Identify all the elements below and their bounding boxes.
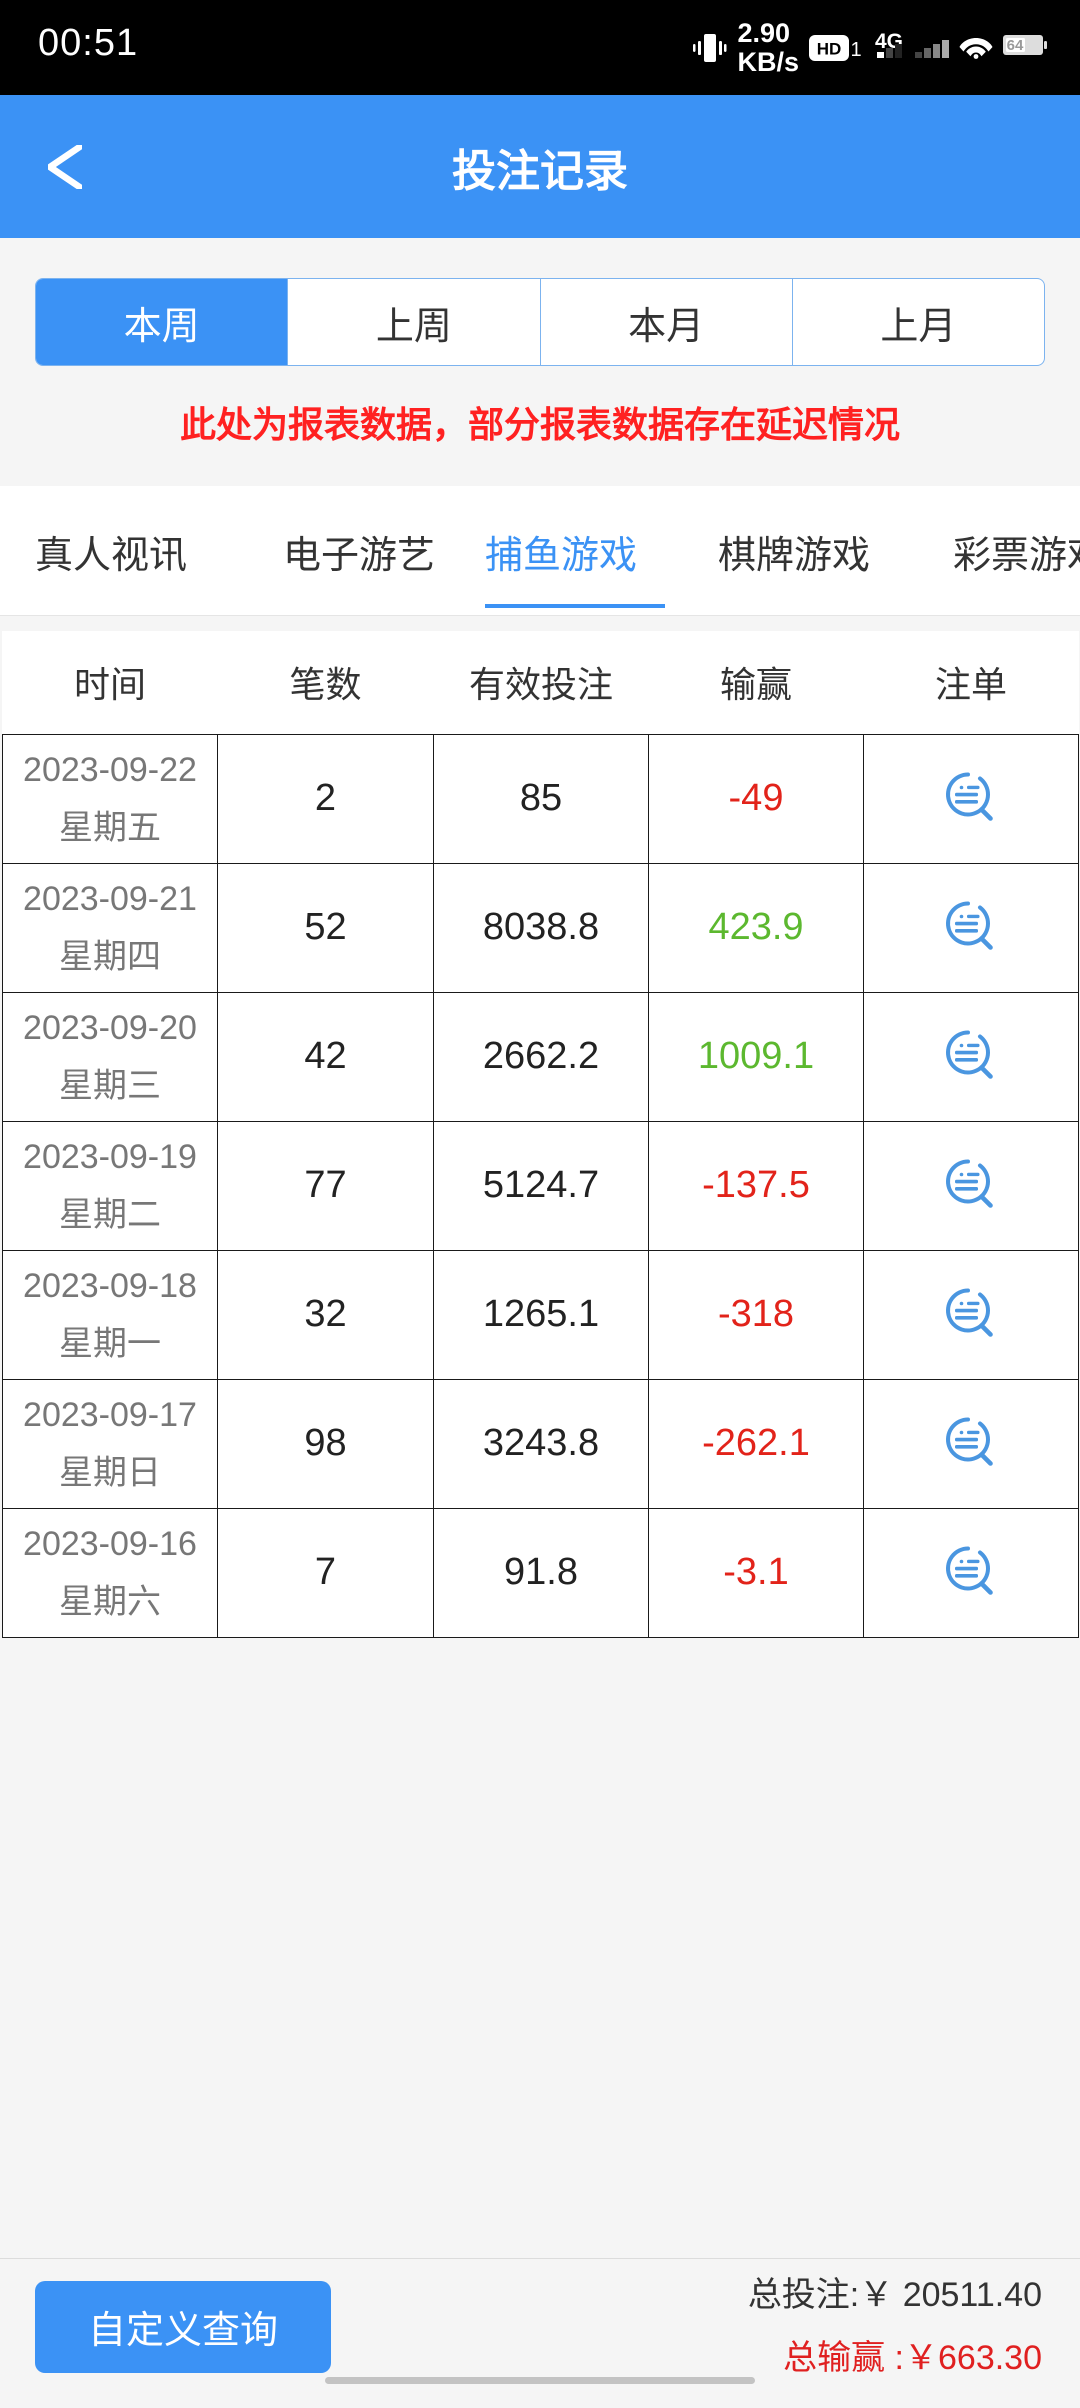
- svg-text:64: 64: [1007, 37, 1024, 54]
- svg-text:1: 1: [850, 39, 861, 61]
- svg-text:HD: HD: [817, 39, 842, 58]
